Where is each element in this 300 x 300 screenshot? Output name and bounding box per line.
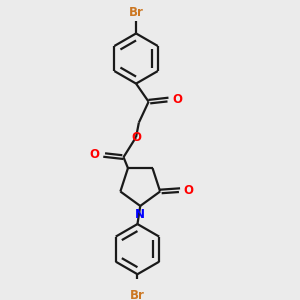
- Text: O: O: [90, 148, 100, 161]
- Text: O: O: [172, 93, 182, 106]
- Text: O: O: [184, 184, 194, 196]
- Text: Br: Br: [130, 289, 145, 300]
- Text: Br: Br: [129, 6, 143, 19]
- Text: O: O: [131, 130, 141, 144]
- Text: N: N: [135, 208, 145, 221]
